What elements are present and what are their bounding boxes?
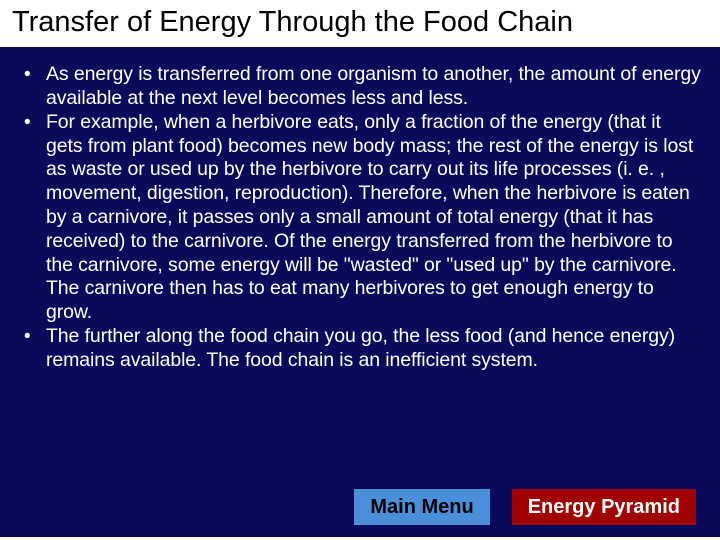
bullet-item: • For example, when a herbivore eats, on…	[20, 111, 702, 325]
bullet-text: For example, when a herbivore eats, only…	[46, 111, 693, 323]
energy-pyramid-button[interactable]: Energy Pyramid	[512, 489, 696, 525]
bullet-dot-icon: •	[24, 325, 31, 348]
bullet-item: • The further along the food chain you g…	[20, 325, 702, 373]
bullet-text: As energy is transferred from one organi…	[46, 63, 701, 109]
slide: Transfer of Energy Through the Food Chai…	[0, 0, 720, 540]
nav-button-row: Main Menu Energy Pyramid	[354, 489, 696, 525]
bullet-dot-icon: •	[24, 63, 31, 86]
bullet-text: The further along the food chain you go,…	[46, 325, 675, 371]
bullet-item: • As energy is transferred from one orga…	[20, 63, 702, 111]
bullet-dot-icon: •	[24, 111, 31, 134]
content-area: • As energy is transferred from one orga…	[0, 47, 720, 537]
button-label: Main Menu	[370, 496, 473, 518]
bullet-list: • As energy is transferred from one orga…	[20, 63, 702, 372]
slide-title: Transfer of Energy Through the Food Chai…	[0, 0, 720, 47]
main-menu-button[interactable]: Main Menu	[354, 489, 489, 525]
button-label: Energy Pyramid	[528, 496, 680, 518]
